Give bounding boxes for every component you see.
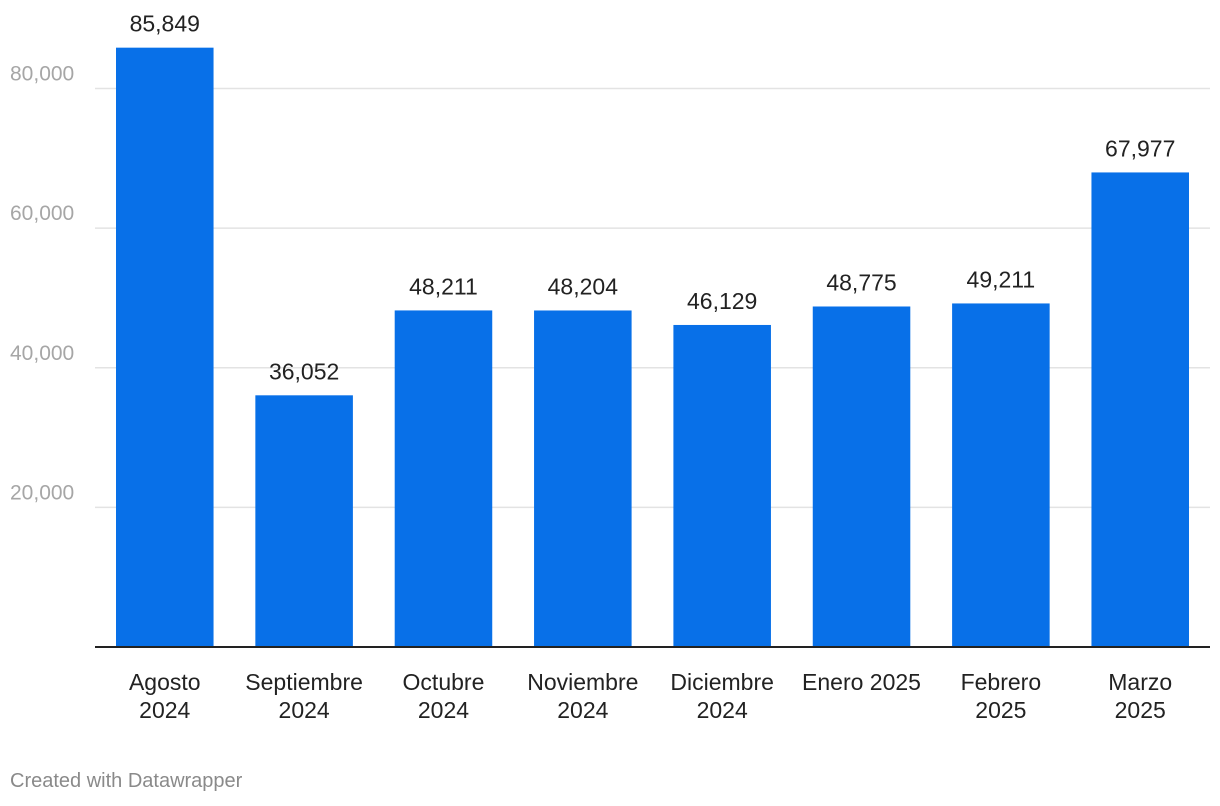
data-label: 48,211 xyxy=(409,273,478,299)
data-label: 48,775 xyxy=(826,269,896,295)
x-tick-label-line: Marzo xyxy=(1108,669,1172,695)
x-tick-label-line: Agosto xyxy=(129,669,201,695)
x-tick-label-line: Septiembre xyxy=(245,669,363,695)
x-tick-label: Diciembre 2024 xyxy=(670,669,774,723)
data-label: 36,052 xyxy=(269,358,339,384)
bar[interactable] xyxy=(534,310,632,647)
x-tick-label-line: 2024 xyxy=(418,697,469,723)
x-tick-label-line: 2025 xyxy=(1115,697,1166,723)
x-tick-label-line: Enero 2025 xyxy=(802,669,921,695)
x-tick-label: Marzo 2025 xyxy=(1108,669,1172,723)
x-tick-label-line: 2024 xyxy=(279,697,330,723)
x-tick-label-line: Noviembre xyxy=(527,669,638,695)
bars xyxy=(116,47,1189,648)
data-label: 48,204 xyxy=(548,273,619,299)
bar[interactable] xyxy=(255,395,353,647)
x-tick-label-line: Febrero xyxy=(961,669,1042,695)
x-tick-label-line: Diciembre xyxy=(670,669,774,695)
y-tick-label: 20,000 xyxy=(10,481,74,504)
x-tick-label: Agosto 2024 xyxy=(129,669,201,723)
x-tick-label-line: 2024 xyxy=(557,697,608,723)
x-tick-label-line: 2024 xyxy=(697,697,748,723)
data-label: 49,211 xyxy=(967,266,1036,292)
credit-text[interactable]: Created with Datawrapper xyxy=(10,770,243,792)
x-tick-label: Noviembre 2024 xyxy=(527,669,638,723)
bar[interactable] xyxy=(116,47,214,647)
data-label: 67,977 xyxy=(1105,135,1175,161)
x-tick-label: Septiembre 2024 xyxy=(245,669,363,723)
x-tick-label-line: 2024 xyxy=(139,697,190,723)
x-tick-label: Octubre 2024 xyxy=(403,669,485,723)
bar[interactable] xyxy=(812,306,911,647)
data-label: 46,129 xyxy=(687,288,757,314)
bar-chart: 20,000 40,000 60,000 80,000 85,849 36,052 48,… xyxy=(10,11,1210,723)
bar[interactable] xyxy=(952,303,1050,647)
y-tick-label: 40,000 xyxy=(10,342,74,365)
bar[interactable] xyxy=(394,310,493,647)
x-tick-label: Febrero 2025 xyxy=(961,669,1042,723)
y-axis-ticks: 20,000 40,000 60,000 80,000 xyxy=(10,63,74,505)
y-tick-label: 60,000 xyxy=(10,202,74,225)
x-tick-label-line: 2025 xyxy=(975,697,1026,723)
data-labels: 85,849 36,052 48,211 48,204 46,129 48,775 49,2… xyxy=(130,11,1176,385)
bar[interactable] xyxy=(673,324,771,647)
x-tick-label-line: Octubre xyxy=(403,669,485,695)
x-tick-label: Enero 2025 xyxy=(802,669,921,695)
y-tick-label: 80,000 xyxy=(10,63,74,86)
bar[interactable] xyxy=(1091,172,1189,648)
data-label: 85,849 xyxy=(130,11,200,37)
